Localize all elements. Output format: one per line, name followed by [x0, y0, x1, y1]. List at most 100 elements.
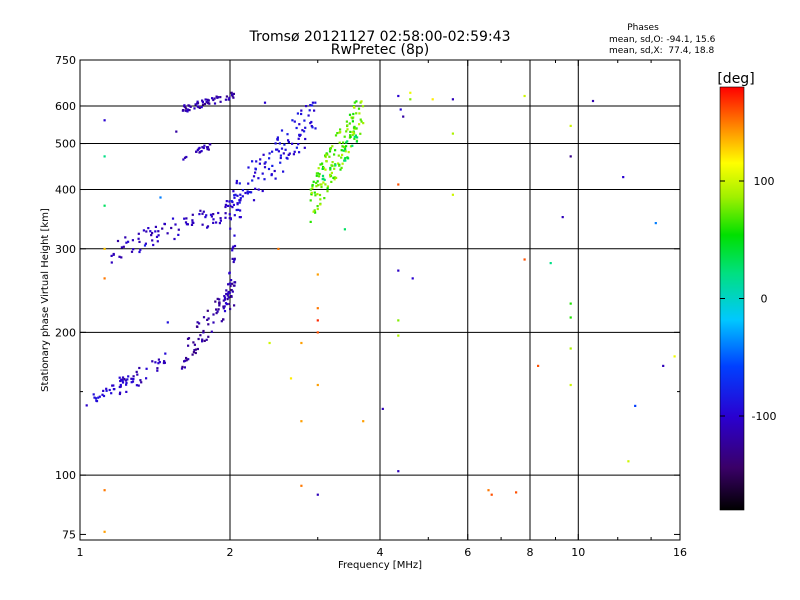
cluster-point-f-extraordinary: [319, 203, 322, 206]
cluster-point-f-extraordinary: [352, 126, 356, 129]
cluster-point-f-main-band: [215, 221, 218, 224]
cluster-point-f-main-band: [218, 222, 221, 225]
cluster-point-f-ordinary-rise: [311, 104, 314, 107]
data-point: [159, 196, 162, 199]
cluster-point-f-extraordinary: [312, 180, 315, 183]
cluster-point-low-e-trace: [105, 387, 108, 390]
cluster-point-f-ordinary-rise: [251, 160, 254, 163]
cluster-point-top-cluster: [201, 103, 205, 106]
cluster-point-f-main-band: [217, 211, 220, 215]
cluster-point-f-ordinary-rise: [252, 199, 256, 202]
cluster-point-f-ordinary-rise: [238, 216, 241, 219]
cluster-point-f1-lower-rise: [203, 339, 206, 342]
cluster-point-low-e-trace: [119, 385, 122, 388]
cluster-point-f-main-band: [202, 210, 205, 213]
cluster-point-f1-lower-upper: [231, 246, 234, 250]
cluster-point-f-extraordinary: [352, 112, 355, 116]
cluster-point-f1-lower-rise: [202, 316, 206, 319]
cluster-point-low-e-trace-2: [151, 360, 154, 363]
cluster-point-f-x-green: [347, 157, 350, 160]
data-point: [103, 204, 106, 207]
cluster-point-top-cluster: [232, 96, 235, 99]
cluster-point-f1-lower-upper: [226, 292, 230, 295]
cluster-point-low-e-trace-2: [119, 391, 122, 394]
cluster-point-f-main-band: [132, 248, 135, 251]
cluster-point-f-extraordinary: [344, 150, 347, 153]
cluster-point-low-e-trace-2: [131, 380, 135, 383]
cluster-point-f-extraordinary: [320, 185, 323, 189]
cluster-point-f-extraordinary: [316, 193, 319, 196]
data-point: [549, 262, 552, 265]
cluster-point-f-extraordinary: [326, 190, 329, 193]
cluster-point-f-main-band: [228, 200, 231, 203]
data-point: [399, 108, 402, 111]
cluster-point-low-e-trace-2: [154, 361, 157, 364]
data-point: [654, 222, 657, 225]
cluster-point-f-main-band: [138, 240, 141, 243]
cluster-point-f1-lower-upper: [225, 303, 228, 306]
cluster-point-f1-lower-rise: [216, 310, 219, 313]
cluster-point-low-e-trace-2: [135, 370, 138, 373]
cluster-point-f-ordinary-rise: [255, 160, 258, 163]
cluster-point-top-cluster: [219, 96, 222, 99]
cluster-point-f-main-band: [212, 213, 215, 216]
cluster-point-f-extraordinary: [314, 211, 317, 214]
cluster-point-f1-lower-rise: [191, 353, 194, 356]
cluster-point-f-ordinary-rise: [307, 114, 310, 117]
x-tick-label: 10: [571, 546, 585, 559]
cluster-point-f-ordinary-rise: [233, 214, 236, 217]
cluster-point-f-main-band: [166, 232, 169, 235]
cluster-point-f-extraordinary: [341, 145, 344, 148]
x-tick-label: 4: [377, 546, 384, 559]
cluster-point-f-extraordinary: [321, 162, 324, 165]
data-point: [289, 377, 293, 380]
cluster-point-f-extraordinary: [349, 130, 352, 133]
cluster-point-f-ordinary-rise: [268, 157, 271, 160]
cluster-point-f1-lower-rise: [187, 358, 190, 361]
phases-annotation-x: mean, sd,X: 77.4, 18.8: [609, 46, 715, 56]
cluster-point-f1-lower-rise: [194, 348, 197, 351]
cluster-point-f-main-band: [177, 233, 180, 236]
cluster-point-f-ordinary-rise: [276, 148, 279, 151]
cluster-point-top-cluster: [206, 99, 210, 102]
cluster-point-f-extraordinary: [326, 185, 329, 188]
data-point: [569, 155, 572, 158]
cluster-point-f-x-green: [321, 167, 324, 170]
cluster-point-f-main-band: [225, 200, 228, 203]
cluster-point-f-main-band: [224, 205, 227, 209]
cluster-point-f-ordinary-rise: [304, 126, 307, 129]
cluster-point-f1-lower-rise: [218, 304, 221, 307]
cluster-point-f-extraordinary: [313, 191, 316, 194]
cluster-point-f-ordinary-rise: [261, 189, 264, 193]
cluster-point-f-ordinary-rise: [276, 136, 279, 139]
cluster-point-f-ordinary-rise: [313, 109, 316, 112]
cluster-point-f-extraordinary: [328, 150, 332, 153]
cluster-point-f-ordinary-rise: [238, 201, 241, 204]
cluster-point-f-ordinary-rise: [237, 208, 240, 211]
cluster-point-f-ordinary-rise: [261, 172, 264, 175]
cluster-point-f-ordinary-rise: [309, 104, 312, 107]
cluster-point-f-ordinary-rise: [296, 112, 299, 115]
cluster-point-f-ordinary-rise: [278, 142, 281, 145]
phase-colorbar: [deg] 100 0 -100: [717, 71, 776, 511]
cluster-point-low-e-trace-2: [163, 360, 166, 363]
cluster-point-top-cluster: [181, 109, 184, 112]
cluster-point-f-ordinary-rise: [263, 178, 266, 181]
cluster-point-f-main-band: [149, 230, 152, 233]
cluster-point-f-extraordinary: [351, 117, 354, 120]
cluster-point-low-e-trace: [118, 376, 121, 379]
data-points: [85, 91, 676, 533]
cluster-point-f1-lower-rise: [202, 331, 205, 334]
cluster-point-f-ordinary-rise: [239, 197, 242, 200]
cluster-point-low-e-trace: [95, 400, 99, 403]
cluster-point-low-e-trace: [113, 388, 116, 391]
cluster-point-f-extraordinary: [310, 191, 313, 194]
data-point: [143, 244, 147, 247]
cluster-point-f-x-green: [356, 136, 359, 139]
cluster-point-low-e-trace: [127, 375, 130, 378]
cluster-point-f-ordinary-rise: [271, 150, 274, 153]
cluster-point-f-x-green: [342, 149, 345, 152]
cluster-point-mid-upper: [202, 146, 205, 150]
cluster-point-top-cluster: [211, 97, 214, 100]
